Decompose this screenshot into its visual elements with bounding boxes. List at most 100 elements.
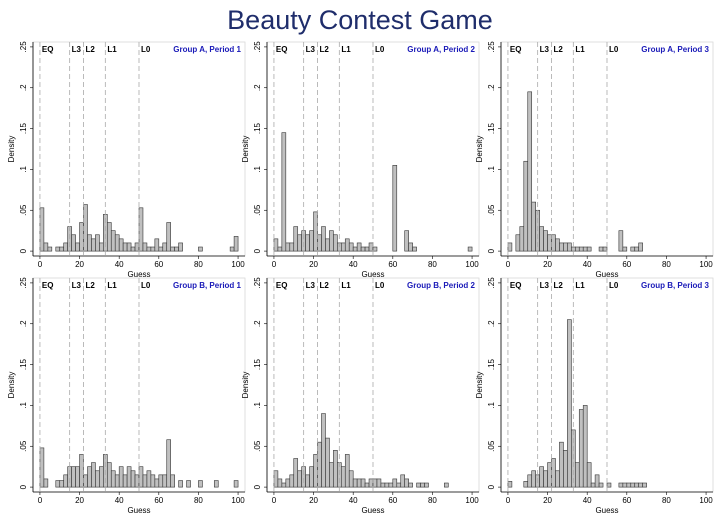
bar bbox=[344, 454, 350, 488]
bar bbox=[539, 226, 544, 252]
x-axis-label: Guess bbox=[127, 506, 150, 515]
bar bbox=[162, 242, 168, 252]
x-tick-label: 40 bbox=[115, 260, 124, 269]
bar bbox=[586, 462, 592, 488]
bar bbox=[578, 246, 584, 252]
bar bbox=[146, 470, 152, 488]
bar bbox=[380, 482, 386, 488]
bar bbox=[55, 246, 61, 252]
bar bbox=[340, 466, 346, 488]
bar bbox=[150, 246, 156, 252]
bar bbox=[95, 234, 100, 252]
bar bbox=[87, 466, 92, 488]
reference-label: L2 bbox=[320, 45, 330, 54]
bar bbox=[622, 482, 628, 488]
bar bbox=[507, 242, 513, 252]
bar bbox=[372, 246, 378, 252]
bar bbox=[67, 466, 72, 488]
bar bbox=[396, 482, 402, 488]
bar bbox=[630, 482, 636, 488]
bar bbox=[642, 482, 647, 488]
bar bbox=[547, 234, 552, 252]
bar bbox=[297, 234, 302, 252]
bar bbox=[118, 238, 124, 252]
bar bbox=[547, 462, 552, 488]
y-tick-label: .15 bbox=[253, 122, 262, 134]
bar bbox=[273, 470, 279, 488]
bar bbox=[539, 466, 544, 488]
bar bbox=[408, 242, 413, 252]
bar bbox=[551, 458, 556, 488]
bar bbox=[87, 234, 92, 252]
bar bbox=[626, 482, 632, 488]
bar bbox=[83, 474, 88, 488]
x-tick-label: 80 bbox=[428, 260, 437, 269]
y-tick-label: .25 bbox=[253, 277, 262, 289]
bar bbox=[126, 466, 132, 488]
bar bbox=[277, 246, 283, 252]
bar bbox=[134, 474, 140, 488]
bar bbox=[543, 470, 548, 488]
bar bbox=[598, 246, 604, 252]
reference-label: EQ bbox=[510, 45, 522, 54]
bar bbox=[523, 160, 529, 252]
bar bbox=[305, 234, 310, 252]
x-tick-label: 80 bbox=[662, 496, 671, 505]
x-tick-label: 80 bbox=[194, 260, 203, 269]
y-tick-label: .05 bbox=[253, 204, 262, 216]
bar bbox=[229, 246, 235, 252]
bar bbox=[618, 482, 624, 488]
bar bbox=[360, 246, 366, 252]
x-tick-label: 100 bbox=[231, 496, 245, 505]
bar bbox=[233, 480, 239, 488]
x-tick-label: 100 bbox=[465, 496, 479, 505]
bar bbox=[590, 482, 596, 488]
bar bbox=[281, 482, 287, 488]
reference-label: L3 bbox=[306, 45, 316, 54]
bar bbox=[122, 242, 128, 252]
y-tick-label: 0 bbox=[487, 484, 496, 489]
bar bbox=[154, 238, 160, 252]
bar bbox=[444, 482, 449, 488]
y-tick-label: .05 bbox=[19, 204, 28, 216]
bar bbox=[333, 234, 338, 252]
bar bbox=[99, 466, 104, 488]
bar bbox=[606, 482, 612, 488]
bar bbox=[289, 474, 295, 488]
x-tick-label: 60 bbox=[622, 260, 631, 269]
bar bbox=[289, 242, 295, 252]
y-tick-label: .25 bbox=[19, 41, 28, 53]
x-tick-label: 60 bbox=[388, 496, 397, 505]
y-tick-label: .05 bbox=[253, 440, 262, 452]
bar bbox=[277, 478, 283, 488]
bar bbox=[392, 165, 398, 252]
bar bbox=[138, 207, 144, 252]
x-axis-label: Guess bbox=[361, 270, 384, 279]
y-axis-label: Density bbox=[241, 136, 250, 163]
bar bbox=[114, 474, 120, 488]
bar bbox=[317, 441, 322, 488]
panel-title: Group A, Period 1 bbox=[173, 45, 241, 54]
y-tick-label: 0 bbox=[19, 248, 28, 253]
bar bbox=[416, 482, 421, 488]
bar bbox=[83, 204, 88, 252]
x-tick-label: 40 bbox=[115, 496, 124, 505]
x-tick-label: 0 bbox=[272, 260, 277, 269]
reference-label: L0 bbox=[375, 281, 385, 290]
bar bbox=[59, 246, 65, 252]
y-tick-label: .1 bbox=[487, 402, 496, 409]
reference-label: L2 bbox=[320, 281, 330, 290]
x-tick-label: 40 bbox=[583, 260, 592, 269]
bar bbox=[150, 474, 156, 488]
x-tick-label: 0 bbox=[38, 496, 43, 505]
bar bbox=[372, 478, 378, 488]
x-tick-label: 100 bbox=[699, 260, 713, 269]
reference-label: EQ bbox=[276, 45, 288, 54]
bar bbox=[531, 470, 536, 488]
x-tick-label: 100 bbox=[699, 496, 713, 505]
bar bbox=[368, 478, 374, 488]
bar bbox=[198, 246, 203, 252]
bar bbox=[527, 91, 533, 252]
y-tick-label: .2 bbox=[253, 320, 262, 327]
